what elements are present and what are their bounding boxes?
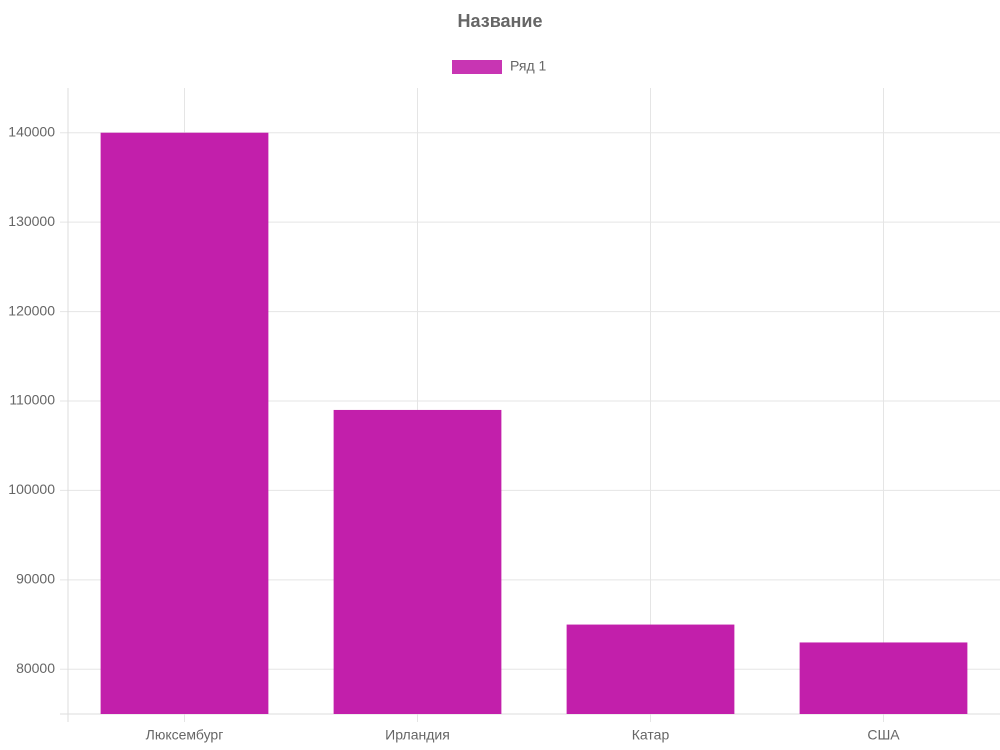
y-tick-label: 120000 xyxy=(8,302,55,318)
legend-label: Ряд 1 xyxy=(510,58,547,74)
chart-title: Название xyxy=(458,11,543,31)
y-tick-label: 130000 xyxy=(8,213,55,229)
bar xyxy=(333,409,502,714)
x-tick-label: Люксембург xyxy=(146,727,224,743)
y-tick-label: 90000 xyxy=(16,571,55,587)
bar xyxy=(100,132,269,714)
x-tick-label: США xyxy=(867,727,900,743)
bar xyxy=(799,642,968,714)
y-tick-label: 110000 xyxy=(9,392,55,408)
y-tick-label: 100000 xyxy=(8,481,55,497)
x-tick-label: Катар xyxy=(632,727,670,743)
x-tick-label: Ирландия xyxy=(385,727,450,743)
y-tick-label: 80000 xyxy=(16,660,55,676)
y-tick-label: 140000 xyxy=(8,123,55,139)
legend-swatch xyxy=(452,60,502,74)
bar xyxy=(566,624,735,714)
